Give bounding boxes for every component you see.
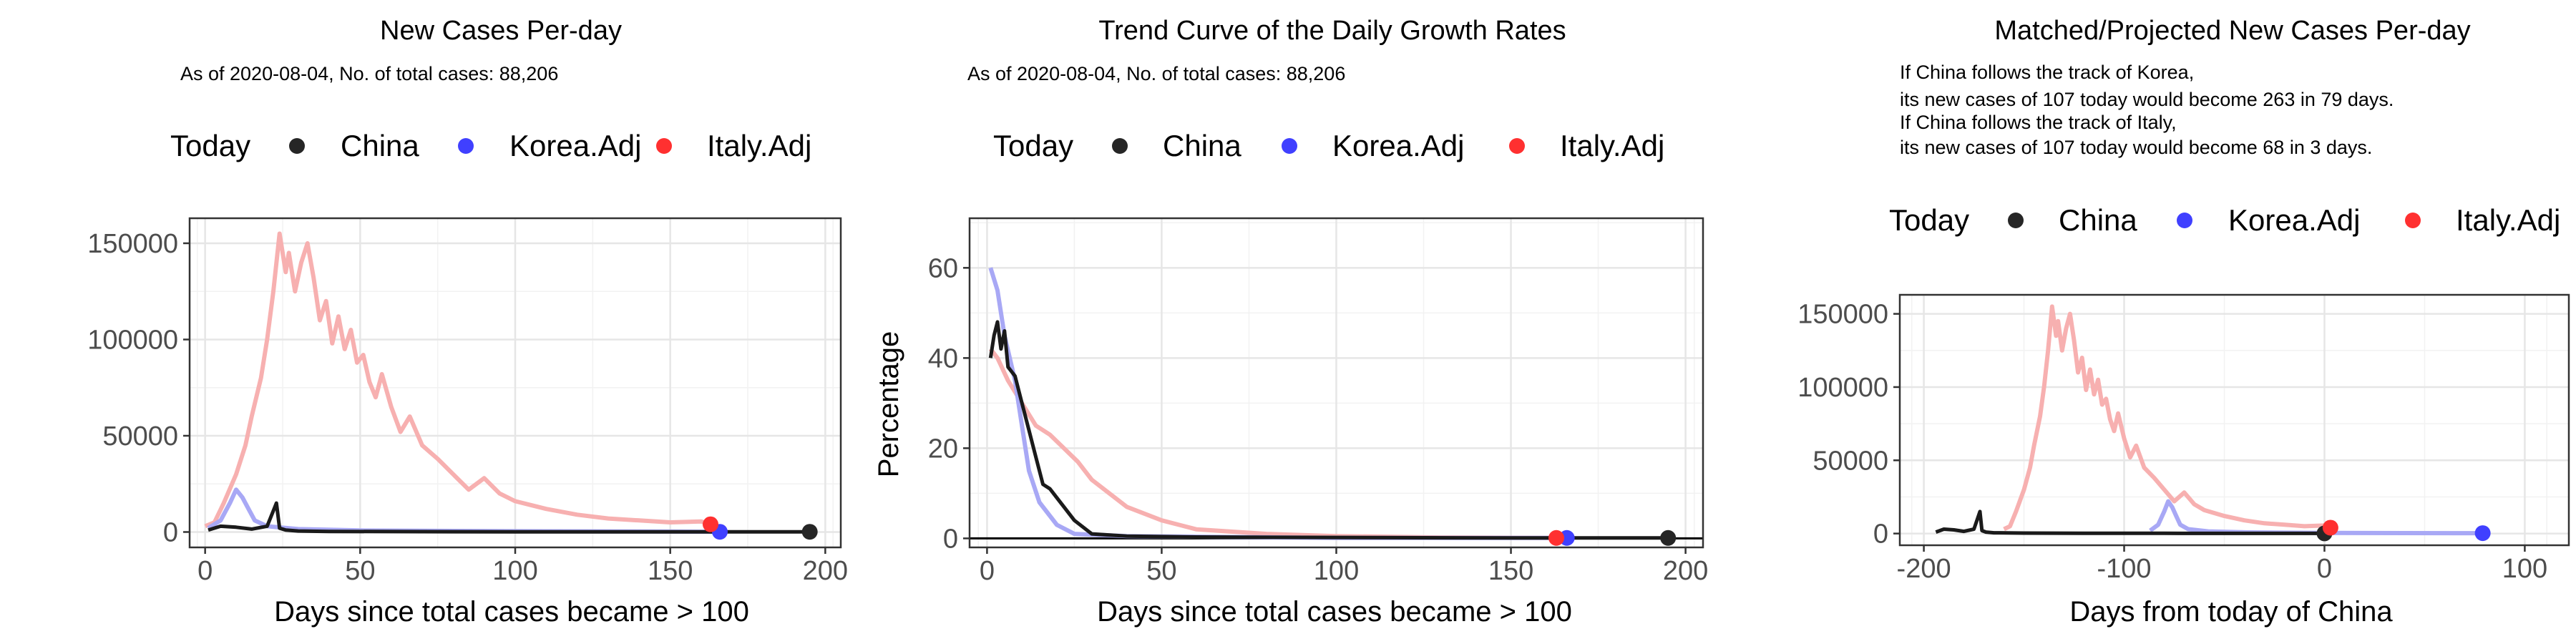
legend-korea-label: Korea.Adj <box>2228 203 2360 237</box>
legend-china-label: China <box>1163 129 1241 162</box>
legend-korea-label: Korea.Adj <box>509 129 641 162</box>
legend-italy-label: Italy.Adj <box>1560 129 1664 162</box>
legend-china-marker <box>2008 213 2024 228</box>
legend-china-marker <box>1112 138 1128 154</box>
panel-new-cases: New Cases Per-day As of 2020-08-04, No. … <box>87 16 848 628</box>
legend-korea-label: Korea.Adj <box>1332 129 1464 162</box>
legend-china-marker <box>289 138 305 154</box>
legend-korea-marker <box>458 138 474 154</box>
legend-today-label: Today <box>1889 203 1969 237</box>
today-point-italy-adj <box>703 516 718 532</box>
x-tick-label: 200 <box>803 556 848 586</box>
today-point-italy-adj <box>1548 530 1564 546</box>
x-tick-label: 150 <box>1488 556 1533 586</box>
y-tick-label: 100000 <box>1797 373 1888 403</box>
x-tick-label: 100 <box>2502 554 2547 584</box>
panel-growth-rates: Trend Curve of the Daily Growth Rates As… <box>873 16 1708 628</box>
x-tick-label: 100 <box>492 556 537 586</box>
plot-area: 0 50 100 150 200 0 20 40 60 <box>928 217 1708 586</box>
today-point-italy-adj <box>2322 519 2338 536</box>
legend-italy-marker <box>2405 213 2421 228</box>
legend-korea-marker <box>1282 138 1297 154</box>
y-tick-label: 0 <box>1873 519 1888 550</box>
plot-border <box>1898 293 2570 547</box>
today-point-korea-adj <box>2474 525 2491 542</box>
legend-italy-label: Italy.Adj <box>2456 203 2560 237</box>
x-tick-label: 0 <box>2317 554 2332 584</box>
chart-title: New Cases Per-day <box>380 16 622 46</box>
legend-china-label: China <box>2059 203 2137 237</box>
chart-title: Matched/Projected New Cases Per-day <box>1994 16 2470 46</box>
y-tick-label: 50000 <box>1813 446 1888 476</box>
x-tick-label: 50 <box>1146 556 1176 586</box>
legend-today-label: Today <box>170 129 250 162</box>
series-line-italy-adj <box>2003 304 2331 532</box>
legend-china-label: China <box>341 129 419 162</box>
x-axis-label: Days since total cases became > 100 <box>274 596 749 628</box>
chart-subtitle: As of 2020-08-04, No. of total cases: 88… <box>180 63 558 84</box>
series-line-china <box>988 320 1669 540</box>
chart-title: Trend Curve of the Daily Growth Rates <box>1098 16 1566 46</box>
legend-italy-label: Italy.Adj <box>707 129 811 162</box>
series-line-china <box>1935 509 2325 535</box>
plot-border <box>188 217 842 549</box>
plot-area: -200 -100 0 100 0 50000 100000 150000 <box>1797 293 2570 584</box>
legend: Today China Korea.Adj Italy.Adj <box>170 129 811 162</box>
x-tick-label: 200 <box>1663 556 1708 586</box>
x-tick-label: 0 <box>197 556 213 586</box>
note-line: If China follows the track of Italy, <box>1900 112 2177 133</box>
x-tick-label: 100 <box>1314 556 1359 586</box>
chart-subtitle: As of 2020-08-04, No. of total cases: 88… <box>967 63 1345 84</box>
y-tick-label: 150000 <box>87 229 178 259</box>
legend: Today China Korea.Adj Italy.Adj <box>993 129 1664 162</box>
panel-projected: Matched/Projected New Cases Per-day If C… <box>1797 16 2570 628</box>
note-line: If China follows the track of Korea, <box>1900 62 2194 83</box>
legend-italy-marker <box>1509 138 1525 154</box>
x-tick-label: 50 <box>345 556 375 586</box>
x-tick-label: -100 <box>2097 554 2152 584</box>
y-tick-label: 150000 <box>1797 300 1888 330</box>
y-tick-label: 100000 <box>87 325 178 355</box>
y-tick-label: 0 <box>943 524 958 554</box>
today-point-china <box>1660 530 1677 546</box>
legend-today-label: Today <box>993 129 1073 162</box>
today-point-china <box>801 524 818 540</box>
series-line-china <box>208 501 810 534</box>
legend-korea-marker <box>2177 213 2192 228</box>
legend-italy-marker <box>656 138 672 154</box>
x-tick-label: 150 <box>648 556 693 586</box>
note-line: its new cases of 107 today would become … <box>1900 137 2372 158</box>
plot-background <box>1900 295 2569 545</box>
y-tick-label: 20 <box>928 434 958 464</box>
x-axis-label: Days since total cases became > 100 <box>1097 596 1572 628</box>
x-tick-label: -200 <box>1897 554 1951 584</box>
y-tick-label: 60 <box>928 253 958 283</box>
y-tick-label: 40 <box>928 343 958 374</box>
x-tick-label: 0 <box>980 556 995 586</box>
plot-area: 0 50 100 150 200 0 50000 100000 150000 <box>87 217 848 586</box>
x-axis-label: Days from today of China <box>2069 596 2393 628</box>
note-line: its new cases of 107 today would become … <box>1900 89 2394 110</box>
series-line-italy-adj <box>204 231 711 529</box>
y-tick-label: 0 <box>163 517 178 547</box>
y-axis-label: Percentage <box>873 331 904 478</box>
plot-border <box>968 217 1704 549</box>
y-tick-label: 50000 <box>102 421 178 452</box>
legend: Today China Korea.Adj Italy.Adj <box>1889 203 2560 237</box>
